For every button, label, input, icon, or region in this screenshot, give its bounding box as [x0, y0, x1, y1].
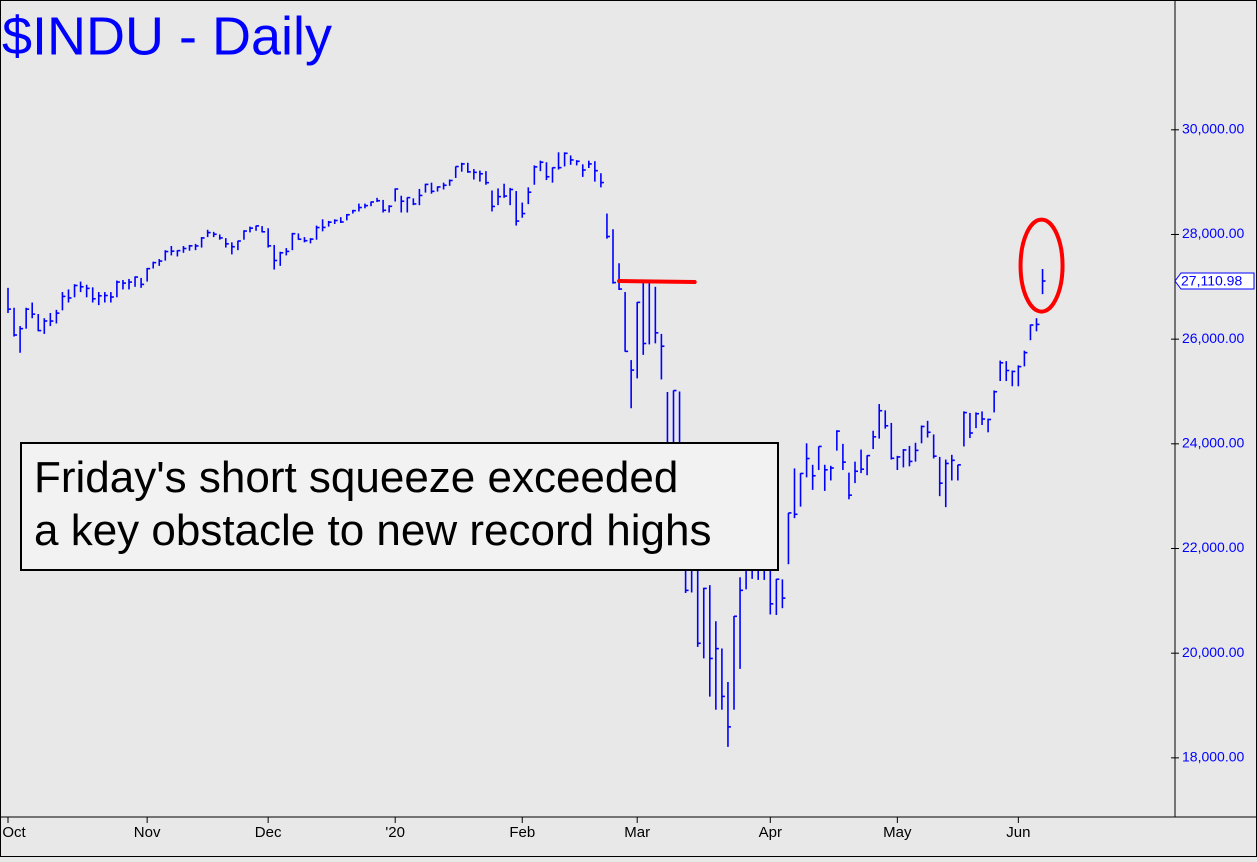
annotation-box — [20, 442, 779, 571]
resistance-line — [617, 279, 697, 285]
chart-title: $INDU - Daily — [2, 6, 332, 66]
y-tick-label: 26,000.00 — [1182, 330, 1244, 346]
y-tick-label: 24,000.00 — [1182, 435, 1244, 451]
x-tick-label: Mar — [624, 824, 650, 841]
x-tick-label: May — [883, 824, 912, 841]
y-tick-label: 22,000.00 — [1182, 539, 1244, 555]
x-tick-label: Jun — [1006, 824, 1030, 841]
x-tick-label: Apr — [759, 824, 782, 841]
x-tick-label: '20 — [385, 824, 405, 841]
y-tick-label: 18,000.00 — [1182, 749, 1244, 765]
price-marker-label: 27,110.98 — [1181, 273, 1242, 289]
annotation: Friday's short squeeze exceeded a key obs… — [34, 453, 712, 555]
x-tick-label: Nov — [134, 824, 161, 841]
x-tick-label: Oct — [2, 824, 26, 841]
y-tick-label: 28,000.00 — [1182, 225, 1244, 241]
highlight-ellipse — [1018, 217, 1065, 314]
x-tick-label: Feb — [509, 824, 535, 841]
x-tick-label: Dec — [255, 824, 282, 841]
y-tick-label: 20,000.00 — [1182, 644, 1244, 660]
price-marker — [1174, 272, 1255, 290]
y-tick-label: 30,000.00 — [1182, 121, 1244, 137]
